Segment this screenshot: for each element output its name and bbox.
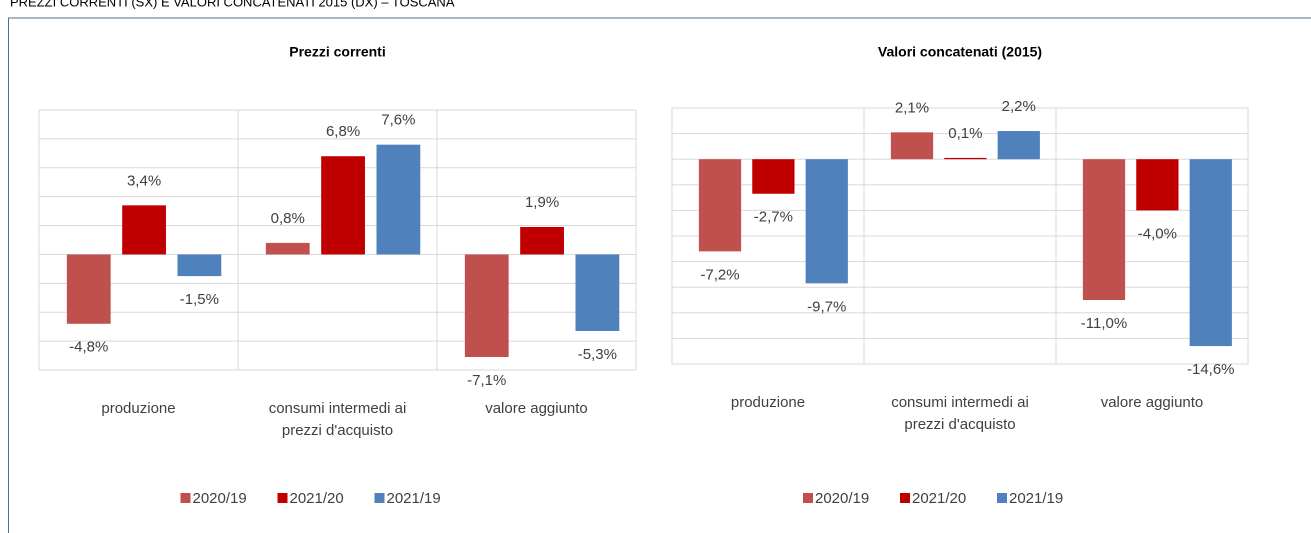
value-label: -11,0% bbox=[1081, 315, 1127, 332]
legend-swatch bbox=[900, 493, 910, 503]
value-label: 6,8% bbox=[326, 123, 360, 140]
x-tick-label: produzione bbox=[730, 394, 806, 411]
legend-swatch bbox=[180, 493, 191, 503]
chart-title: Valori concatenati (2015) bbox=[878, 44, 1042, 60]
bar bbox=[997, 131, 1040, 160]
category-label-box: consumi intermedi ai prezzi d'acquisto bbox=[891, 394, 1029, 433]
category-label-box: consumi intermedi ai prezzi d'acquisto bbox=[268, 400, 407, 439]
bar bbox=[376, 144, 421, 255]
bar bbox=[1136, 159, 1179, 211]
bar bbox=[265, 242, 310, 255]
legend-label: 2020/19 bbox=[193, 490, 247, 507]
value-label: 0,1% bbox=[948, 125, 982, 142]
value-label: 7,6% bbox=[381, 112, 415, 129]
page-header: PREZZI CORRENTI (SX) E VALORI CONCATENAT… bbox=[10, 0, 455, 9]
legend-label: 2021/19 bbox=[387, 490, 441, 507]
x-tick-label: consumi intermedi ai prezzi d'acquisto bbox=[268, 400, 407, 439]
bar bbox=[698, 159, 742, 252]
value-label: 2,1% bbox=[895, 99, 929, 116]
bar bbox=[122, 205, 166, 255]
value-label: 2,2% bbox=[1002, 98, 1036, 115]
bar bbox=[321, 156, 365, 255]
value-label: -1,5% bbox=[180, 291, 219, 308]
value-label: -2,7% bbox=[754, 209, 793, 226]
bar bbox=[1189, 159, 1232, 347]
legend-swatch bbox=[803, 493, 813, 503]
plot-border bbox=[38, 109, 637, 371]
value-label: -7,2% bbox=[700, 266, 739, 283]
x-tick-label: consumi intermedi ai prezzi d'acquisto bbox=[891, 394, 1029, 433]
legend-label: 2020/19 bbox=[815, 490, 869, 507]
legend-label: 2021/19 bbox=[1009, 490, 1063, 507]
bar bbox=[890, 132, 934, 160]
bar bbox=[1082, 159, 1126, 300]
x-tick-label: produzione bbox=[101, 400, 176, 417]
category-label-box: valore aggiunto bbox=[1100, 394, 1204, 411]
legend-label: 2021/20 bbox=[912, 490, 966, 507]
value-label: 3,4% bbox=[127, 172, 161, 189]
value-label: -5,3% bbox=[578, 346, 617, 363]
chart-title: Prezzi correnti bbox=[289, 44, 385, 60]
value-label: 0,8% bbox=[271, 210, 305, 227]
value-label: -9,7% bbox=[807, 298, 846, 315]
bar bbox=[944, 157, 987, 160]
value-label: -4,0% bbox=[1138, 225, 1177, 242]
category-label-box: produzione bbox=[730, 394, 806, 411]
category-label-box: produzione bbox=[101, 400, 176, 417]
bar bbox=[177, 254, 222, 277]
value-label: -7,1% bbox=[467, 372, 506, 389]
legend-swatch bbox=[277, 493, 288, 503]
legend-swatch bbox=[374, 493, 385, 503]
x-tick-label: valore aggiunto bbox=[1100, 394, 1204, 411]
value-label: 1,9% bbox=[525, 194, 559, 211]
bar bbox=[575, 254, 620, 331]
legend-label: 2021/20 bbox=[290, 490, 344, 507]
value-label: -4,8% bbox=[69, 339, 108, 356]
bar bbox=[66, 254, 111, 324]
category-label-box: valore aggiunto bbox=[485, 400, 588, 417]
value-label: -14,6% bbox=[1187, 361, 1235, 378]
plot-border bbox=[671, 107, 1249, 365]
bar bbox=[805, 159, 848, 284]
bar bbox=[520, 227, 564, 255]
legend-swatch bbox=[997, 493, 1007, 503]
x-tick-label: valore aggiunto bbox=[485, 400, 588, 417]
bar bbox=[752, 159, 795, 194]
bar bbox=[464, 254, 509, 357]
